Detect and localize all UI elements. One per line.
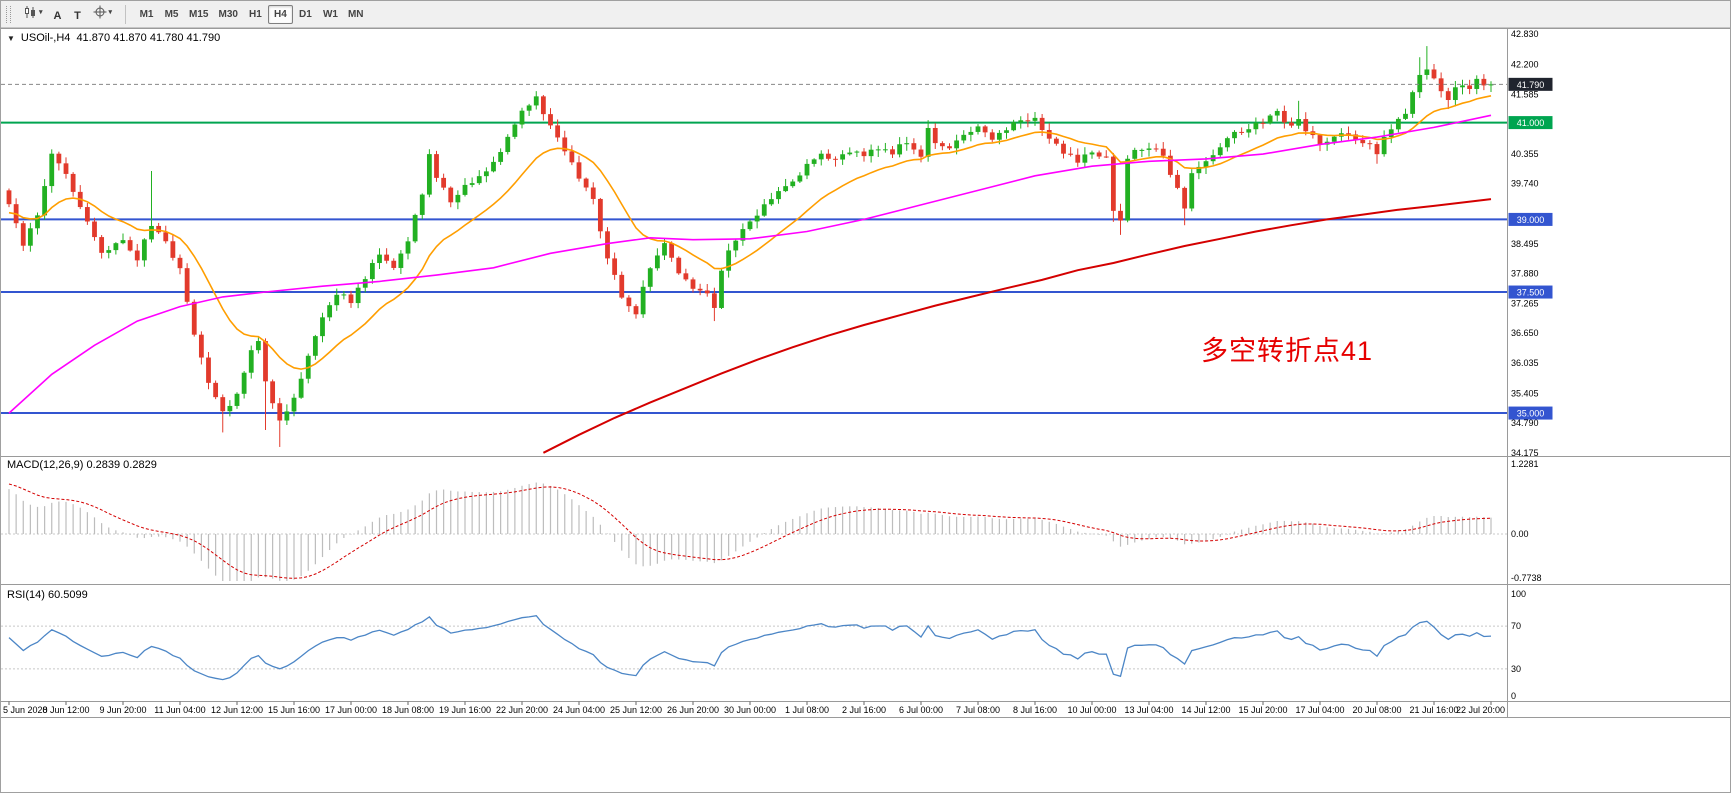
time-axis-label: 20 Jul 08:00	[1352, 705, 1401, 715]
panel-borders	[1, 28, 1730, 718]
time-axis-label: 2 Jul 16:00	[842, 705, 886, 715]
rsi-axis[interactable]: 100 70 30 0	[1511, 589, 1526, 701]
arrow-tool-label: A	[53, 10, 62, 22]
drawing-menu-button[interactable]: ▾	[88, 2, 118, 22]
price-axis-tick: 34.790	[1511, 418, 1539, 428]
candlesticks	[6, 46, 1494, 447]
timeframe-button-m1[interactable]: M1	[139, 9, 154, 20]
price-axis-tick: 42.200	[1511, 59, 1539, 69]
price-badge-label: 39.000	[1517, 215, 1545, 225]
macd-axis-tick: -0.7738	[1511, 573, 1542, 583]
price-axis-tick: 42.830	[1511, 29, 1539, 39]
time-axis-label: 30 Jun 00:00	[724, 705, 776, 715]
time-axis-label: 9 Jun 20:00	[99, 705, 146, 715]
macd-signal-line	[8, 483, 1492, 579]
time-axis-label: 26 Jun 20:00	[667, 705, 719, 715]
price-axis-tick: 39.740	[1511, 179, 1539, 189]
price-axis-tick: 37.265	[1511, 298, 1539, 308]
timeframe-button-h1[interactable]: H1	[249, 9, 262, 20]
text-tool-button[interactable]: T	[68, 6, 88, 26]
price-axis-tick: 37.880	[1511, 269, 1539, 279]
time-axis-label: 15 Jun 16:00	[268, 705, 320, 715]
time-axis-label: 25 Jun 12:00	[610, 705, 662, 715]
time-axis-label: 15 Jul 20:00	[1238, 705, 1287, 715]
price-badge-level	[1508, 116, 1553, 130]
price-badge-label: 37.500	[1517, 288, 1545, 298]
time-axis-label: 8 Jun 12:00	[42, 705, 89, 715]
rsi-line	[8, 614, 1492, 681]
time-axis-label: 21 Jul 16:00	[1409, 705, 1458, 715]
rsi-axis-tick: 0	[1511, 691, 1516, 701]
dropdown-caret-icon: ▾	[108, 8, 113, 16]
price-axis-tick: 36.650	[1511, 328, 1539, 338]
ma-slow-line	[542, 198, 1492, 454]
rsi-panel	[1, 614, 1507, 681]
price-axis[interactable]: 42.830 42.200 41.585 40.355 39.740 38.495 37.8…	[1508, 29, 1553, 458]
toolbar-grip[interactable]	[6, 5, 11, 23]
timeframe-button-mn[interactable]: MN	[347, 9, 364, 20]
time-axis-label: 5 Jun 2020	[3, 705, 48, 715]
ma-medium-line	[8, 114, 1492, 414]
top-toolbar: ▾ A T ▾ M1 M5 M15 M30 H1 H4 D1 W1 MN	[1, 1, 1730, 28]
time-axis-label: 24 Jun 04:00	[553, 705, 605, 715]
timeframe-button-w1[interactable]: W1	[322, 9, 338, 20]
price-axis-tick: 38.495	[1511, 239, 1539, 249]
time-axis-label: 1 Jul 08:00	[785, 705, 829, 715]
price-badge-label: 41.790	[1517, 80, 1545, 90]
macd-axis-tick: 1.2281	[1511, 459, 1539, 469]
level-lines[interactable]	[1, 121, 1507, 415]
time-axis-label: 7 Jul 08:00	[956, 705, 1000, 715]
macd-axis-tick: 0.00	[1511, 529, 1529, 539]
price-axis-tick: 40.355	[1511, 149, 1539, 159]
price-axis-tick: 36.035	[1511, 358, 1539, 368]
trade-annotation[interactable]: 多空转折点41	[1201, 336, 1374, 366]
time-axis-label: 13 Jul 04:00	[1124, 705, 1173, 715]
timeframe-button-m5[interactable]: M5	[164, 9, 179, 20]
time-axis-label: 17 Jun 00:00	[325, 705, 377, 715]
price-axis-tick: 41.585	[1511, 89, 1539, 99]
price-badge-level	[1508, 285, 1553, 299]
time-axis-label: 10 Jul 00:00	[1067, 705, 1116, 715]
time-axis-label: 6 Jul 00:00	[899, 705, 943, 715]
macd-histogram	[8, 482, 1492, 581]
time-axis-label: 17 Jul 04:00	[1295, 705, 1344, 715]
crosshair-icon	[93, 5, 107, 19]
toolbar-separator	[125, 4, 127, 24]
time-axis-label: 22 Jun 20:00	[496, 705, 548, 715]
time-axis-label: 19 Jun 16:00	[439, 705, 491, 715]
chart-menu-button[interactable]: ▾	[18, 2, 48, 22]
timeframe-button-d1[interactable]: D1	[299, 9, 312, 20]
text-tool-label: T	[74, 10, 81, 22]
price-axis-tick: 34.175	[1511, 448, 1539, 458]
timeframe-button-m30[interactable]: M30	[218, 9, 238, 20]
time-axis-label: 11 Jun 04:00	[154, 705, 205, 715]
timeframe-button-m15[interactable]: M15	[189, 9, 209, 20]
macd-panel	[1, 482, 1507, 581]
ma-fast-line	[8, 95, 1492, 370]
rsi-axis-tick: 70	[1511, 621, 1521, 631]
time-axis-label: 14 Jul 12:00	[1181, 705, 1230, 715]
price-badge-level	[1508, 406, 1553, 420]
time-axis-label: 22 Jul 20:00	[1456, 705, 1505, 715]
rsi-axis-tick: 100	[1511, 589, 1526, 599]
price-badge-label: 41.000	[1517, 118, 1545, 128]
price-badge-level	[1508, 212, 1553, 226]
dropdown-caret-icon: ▾	[39, 8, 43, 16]
macd-axis[interactable]: 1.2281 0.00 -0.7738	[1511, 459, 1542, 583]
price-badge-current-price	[1508, 77, 1553, 91]
time-axis-label: 12 Jun 12:00	[211, 705, 263, 715]
arrow-tool-button[interactable]: A	[48, 6, 68, 26]
candlestick-icon	[25, 6, 35, 18]
price-badge-label: 35.000	[1517, 409, 1545, 419]
price-axis-tick: 35.405	[1511, 388, 1539, 398]
timeframe-button-h4[interactable]: H4	[267, 5, 293, 24]
time-axis-label: 8 Jul 16:00	[1013, 705, 1057, 715]
rsi-axis-tick: 30	[1511, 664, 1521, 674]
time-axis-label: 18 Jun 08:00	[382, 705, 434, 715]
